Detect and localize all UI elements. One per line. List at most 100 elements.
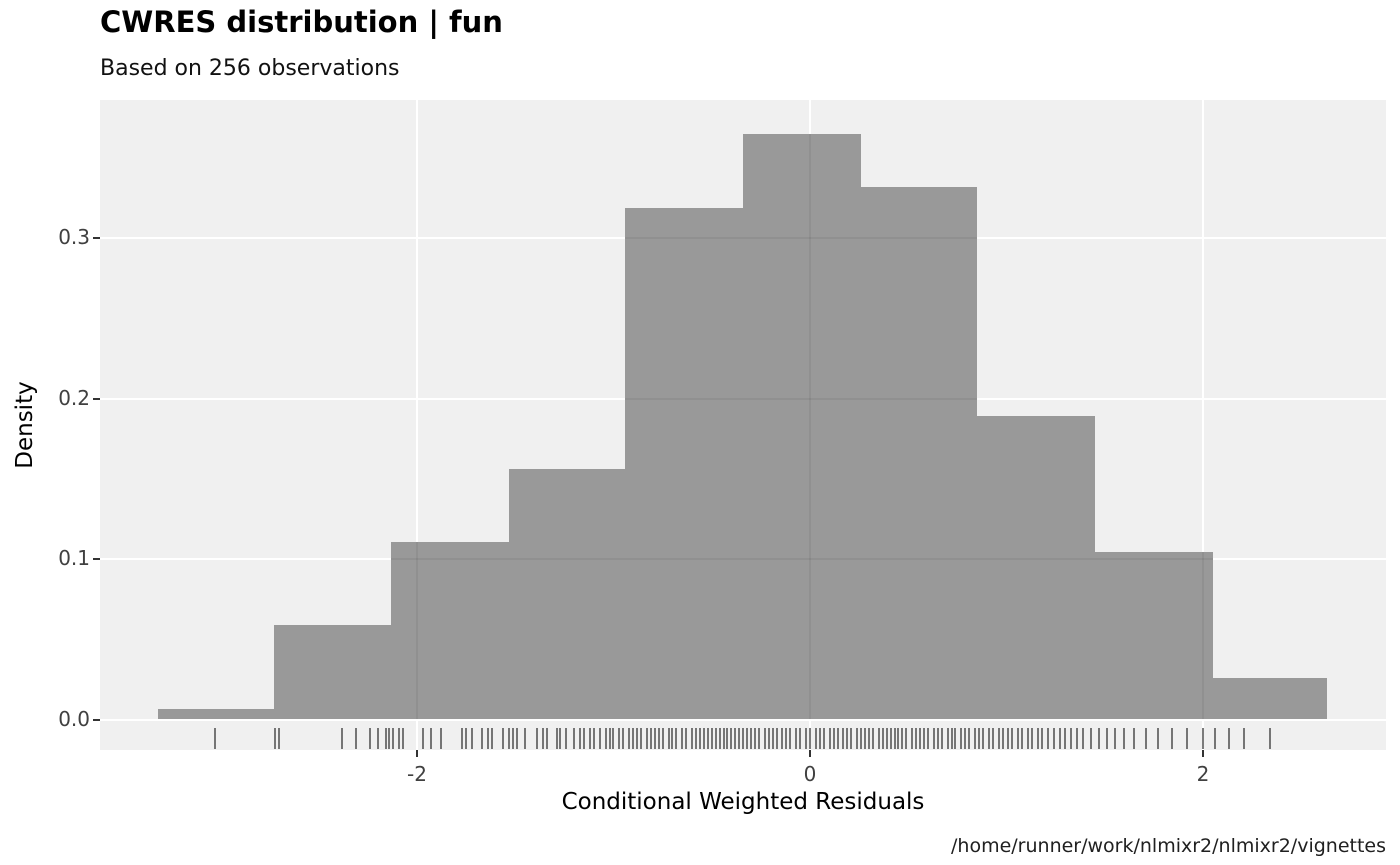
rug-tick: [1064, 728, 1067, 749]
rug-tick: [1076, 728, 1079, 749]
rug-tick: [461, 728, 464, 749]
rug-tick: [850, 728, 853, 749]
rug-tick: [922, 728, 925, 749]
rug-tick: [714, 728, 717, 749]
rug-tick: [691, 728, 694, 749]
rug-tick: [750, 728, 753, 749]
rug-tick: [718, 728, 721, 749]
rug-tick: [763, 728, 766, 749]
gridline-overlay: [391, 558, 510, 560]
rug-tick: [1202, 728, 1205, 749]
x-tick-label: 0: [803, 762, 817, 786]
histogram-bar: [157, 709, 274, 720]
rug-tick: [653, 728, 656, 749]
rug-tick: [981, 728, 984, 749]
rug-tick: [771, 728, 774, 749]
rug-tick: [734, 728, 737, 749]
rug-tick: [997, 728, 1000, 749]
rug-tick: [867, 728, 870, 749]
x-tick-mark: [415, 750, 418, 757]
rug-tick: [376, 728, 379, 749]
gridline-x: [1202, 100, 1205, 750]
rug-tick: [402, 728, 405, 749]
rug-tick: [541, 728, 544, 749]
rug-tick: [579, 728, 582, 749]
rug-tick: [1046, 728, 1049, 749]
x-tick-label: -2: [406, 762, 427, 786]
rug-tick: [640, 728, 642, 749]
rug-tick: [946, 728, 949, 749]
rug-tick: [645, 728, 648, 749]
rug-tick: [877, 728, 880, 749]
rug-tick: [592, 728, 595, 749]
gridline-overlay: [625, 237, 744, 240]
rug-tick: [722, 728, 725, 749]
rug-tick: [649, 728, 652, 749]
rug-tick: [632, 728, 635, 749]
rug-tick: [950, 728, 953, 749]
rug-tick: [919, 728, 922, 749]
rug-tick: [1156, 728, 1159, 749]
rug-tick: [871, 728, 874, 749]
rug-tick: [885, 728, 888, 749]
x-axis-title: Conditional Weighted Residuals: [561, 789, 925, 815]
rug-tick: [926, 728, 929, 749]
rug-tick: [439, 728, 442, 749]
rug-tick: [856, 728, 859, 749]
x-tick-mark: [1202, 750, 1205, 757]
rug-tick: [710, 728, 713, 749]
gridline-overlay: [625, 397, 744, 400]
rug-tick: [1031, 728, 1034, 749]
rug-tick: [274, 728, 277, 749]
rug-tick: [897, 728, 900, 749]
rug-tick: [846, 728, 849, 749]
rug-tick: [657, 728, 660, 749]
rug-tick: [842, 728, 845, 749]
histogram-bar: [391, 541, 510, 720]
rug-tick: [860, 728, 863, 749]
rug-tick: [964, 728, 967, 749]
histogram-bar: [861, 186, 978, 720]
rug-tick: [604, 728, 607, 749]
y-tick-label: 0.2: [58, 385, 90, 410]
rug-tick: [698, 728, 701, 749]
rug-tick: [932, 728, 935, 749]
rug-tick: [726, 728, 729, 749]
rug-tick: [1082, 728, 1085, 749]
rug-tick: [1186, 728, 1189, 749]
rug-tick: [822, 728, 825, 749]
rug-tick: [742, 728, 745, 749]
rug-tick: [555, 728, 558, 749]
x-tick-label: 2: [1196, 762, 1210, 786]
gridline-overlay: [743, 397, 862, 400]
histogram-bar: [509, 468, 626, 720]
y-tick-mark: [93, 237, 100, 240]
rug-tick: [341, 728, 344, 749]
rug-tick: [1007, 728, 1010, 749]
histogram-bar: [743, 134, 862, 720]
gridline-overlay: [1094, 558, 1213, 560]
rug-tick: [818, 728, 821, 749]
gridline-overlay: [509, 558, 626, 560]
rug-tick: [516, 728, 519, 749]
rug-tick: [628, 728, 631, 749]
rug-tick: [675, 728, 678, 749]
rug-tick: [991, 728, 994, 749]
rug-tick: [814, 728, 817, 749]
rug-tick: [836, 728, 839, 749]
plot-subtitle: Based on 256 observations: [100, 56, 400, 81]
rug-tick: [1027, 728, 1030, 749]
rug-tick: [974, 728, 977, 749]
rug-tick: [746, 728, 749, 749]
rug-tick: [573, 728, 576, 749]
rug-tick: [978, 728, 980, 749]
rug-tick: [832, 728, 835, 749]
rug-tick: [608, 728, 611, 749]
rug-tick: [905, 728, 908, 749]
y-tick-mark: [93, 718, 100, 721]
rug-tick: [535, 728, 538, 749]
rug-tick: [512, 728, 515, 749]
rug-tick: [805, 728, 808, 749]
histogram-bar: [1094, 552, 1213, 720]
